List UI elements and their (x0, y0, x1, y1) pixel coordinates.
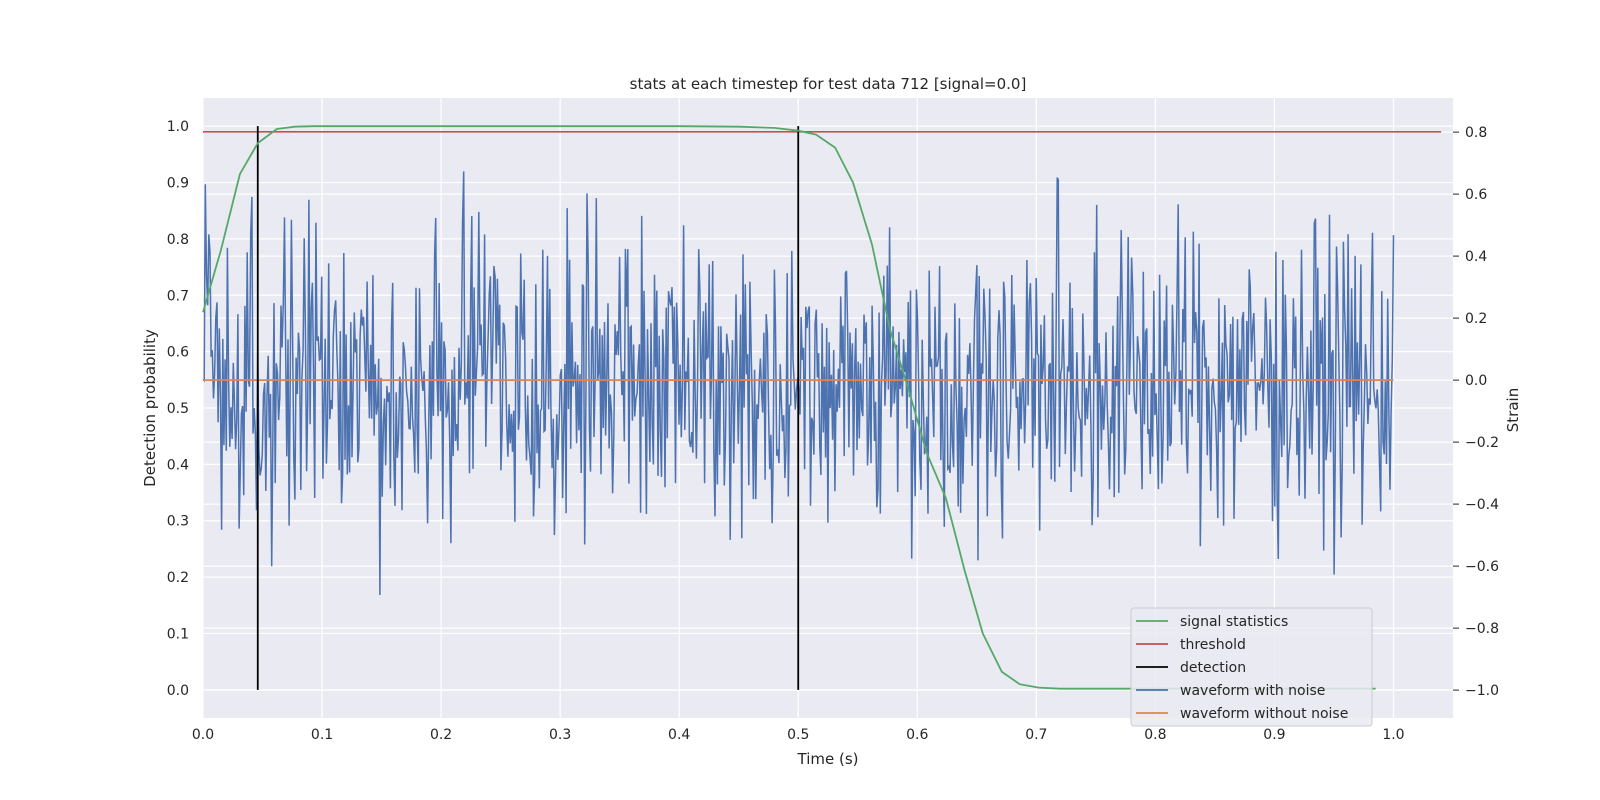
y-tick-label: 0.8 (167, 232, 189, 248)
y2-tick-label: 0.0 (1465, 373, 1487, 389)
y-tick-label: 0.5 (167, 401, 189, 417)
y-tick-label: 0.9 (167, 176, 189, 192)
x-tick-label: 0.9 (1263, 727, 1285, 743)
x-tick-label: 0.1 (311, 727, 333, 743)
legend-box (1130, 607, 1373, 727)
series-layer (202, 125, 1442, 690)
y2-tick-label: −0.2 (1465, 435, 1499, 451)
y-tick-label: 1.0 (167, 119, 189, 135)
y2-tick-label: −0.6 (1465, 559, 1499, 575)
y2-axis-label: Strain (1504, 388, 1522, 432)
x-tick-label: 0.3 (549, 727, 571, 743)
x-tick-label: 1.0 (1382, 727, 1404, 743)
y-tick-labels: 0.0 0.1 0.2 0.3 0.4 0.5 0.6 0.7 0.8 0.9 1.0 (167, 119, 189, 699)
chart-title: stats at each timestep for test data 712… (630, 75, 1027, 93)
y2-tick-label: −0.4 (1465, 497, 1499, 513)
legend-label-signal-statistics: signal statistics (1180, 614, 1288, 630)
legend-label-threshold: threshold (1180, 637, 1246, 653)
x-tick-label: 0.2 (430, 727, 452, 743)
y-tick-label: 0.1 (167, 626, 189, 642)
legend-label-waveform-with-noise: waveform with noise (1180, 683, 1325, 699)
x-tick-label: 0.7 (1025, 727, 1047, 743)
y2-tick-label: 0.2 (1465, 311, 1487, 327)
y2-tick-label: −1.0 (1465, 683, 1499, 699)
x-tick-label: 0.5 (787, 727, 809, 743)
y-tick-label: 0.3 (167, 514, 189, 530)
series-signal-statistics (202, 125, 1376, 690)
x-tick-label: 0.4 (668, 727, 690, 743)
x-tick-labels: 0.0 0.1 0.2 0.3 0.4 0.5 0.6 0.7 0.8 0.9 1.0 (192, 727, 1405, 743)
legend-label-detection: detection (1180, 660, 1246, 676)
y-tick-label: 0.0 (167, 683, 189, 699)
y-tick-label: 0.4 (167, 457, 189, 473)
y-axis-label: Detection probability (141, 329, 159, 487)
y2-tick-label: 0.8 (1465, 125, 1487, 141)
y-tick-label: 0.6 (167, 345, 189, 361)
y2-tick-label: 0.4 (1465, 249, 1487, 265)
x-tick-label: 0.8 (1144, 727, 1166, 743)
x-tick-label: 0.6 (906, 727, 928, 743)
y-tick-label: 0.2 (167, 570, 189, 586)
y-tick-label: 0.7 (167, 288, 189, 304)
y2-tick-label: 0.6 (1465, 187, 1487, 203)
y2-tick-labels: −1.0 −0.8 −0.6 −0.4 −0.2 0.0 0.2 0.4 0.6 0.8 (1453, 125, 1499, 699)
legend: signal statistics threshold detection wa… (1130, 607, 1373, 727)
x-axis-label: Time (s) (797, 750, 859, 768)
legend-label-waveform-without-noise: waveform without noise (1180, 706, 1348, 722)
x-tick-label: 0.0 (192, 727, 214, 743)
y2-tick-label: −0.8 (1465, 621, 1499, 637)
